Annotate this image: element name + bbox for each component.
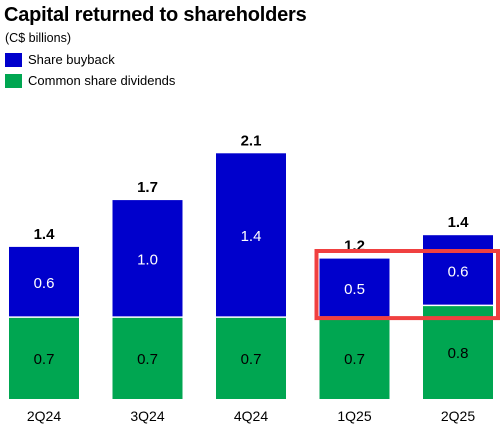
value-label-share-buyback-2q24: 0.6 <box>34 275 55 292</box>
bar-common-share-dividends-2q24 <box>9 317 79 399</box>
x-tick-label-4q24: 4Q24 <box>234 408 268 424</box>
value-label-common-share-dividends-3q24: 0.7 <box>137 351 158 368</box>
x-tick-label-2q25: 2Q25 <box>441 408 475 424</box>
value-label-common-share-dividends-1q25: 0.7 <box>344 351 365 368</box>
bar-share-buyback-3q24 <box>112 200 183 318</box>
legend-item-common-share-dividends: Common share dividends <box>5 73 175 88</box>
bar-share-buyback-4q24 <box>216 153 286 318</box>
total-label-3q24: 1.7 <box>137 179 158 196</box>
x-tick-label-2q24: 2Q24 <box>27 408 61 424</box>
legend-item-share-buyback: Share buyback <box>5 52 115 67</box>
legend-label-share-buyback: Share buyback <box>28 52 115 67</box>
value-label-share-buyback-3q24: 1.0 <box>137 252 158 269</box>
legend-swatch-share-buyback <box>5 52 22 67</box>
bar-common-share-dividends-3q24 <box>112 317 183 399</box>
value-label-share-buyback-2q25: 0.6 <box>448 263 469 280</box>
chart-title: Capital returned to shareholders <box>4 4 307 26</box>
total-label-4q24: 2.1 <box>241 132 262 149</box>
bar-share-buyback-1q25 <box>319 258 390 318</box>
x-tick-label-3q24: 3Q24 <box>130 408 164 424</box>
bar-share-buyback-2q24 <box>9 246 79 318</box>
bar-share-buyback-2q25 <box>423 235 493 306</box>
bar-common-share-dividends-4q24 <box>216 317 286 399</box>
value-label-share-buyback-4q24: 1.4 <box>241 228 262 245</box>
bar-common-share-dividends-1q25 <box>319 317 390 399</box>
total-label-2q25: 1.4 <box>448 214 470 231</box>
legend-swatch-common-share-dividends <box>5 73 22 88</box>
value-label-common-share-dividends-4q24: 0.7 <box>241 351 262 368</box>
chart-subtitle: (C$ billions) <box>5 31 71 45</box>
value-label-share-buyback-1q25: 0.5 <box>344 281 365 298</box>
legend-label-common-share-dividends: Common share dividends <box>28 73 176 88</box>
bar-common-share-dividends-2q25 <box>423 305 493 399</box>
highlight-box <box>314 249 500 321</box>
total-label-2q24: 1.4 <box>34 226 56 243</box>
value-label-common-share-dividends-2q24: 0.7 <box>34 351 55 368</box>
x-tick-label-1q25: 1Q25 <box>337 408 371 424</box>
value-label-common-share-dividends-2q25: 0.8 <box>448 345 469 362</box>
